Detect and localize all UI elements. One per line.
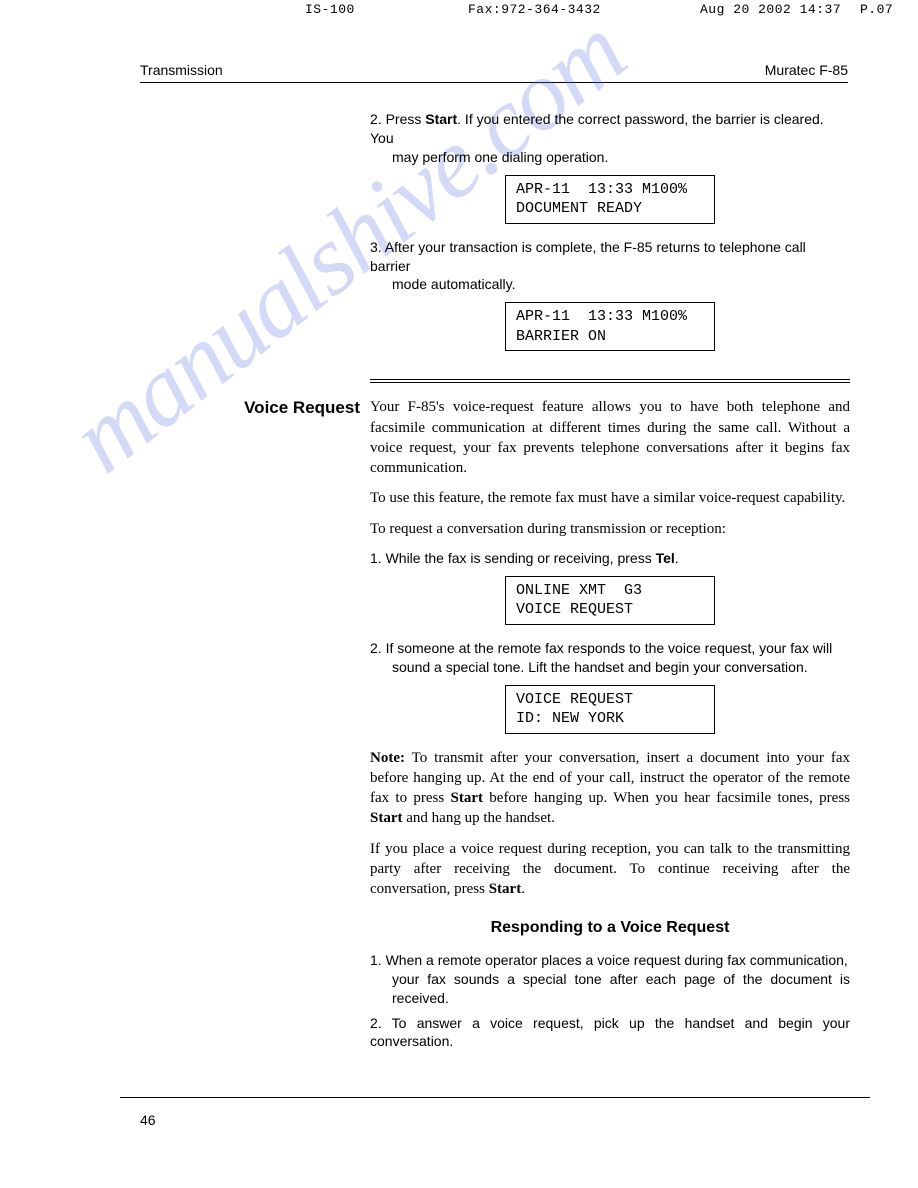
section-divider bbox=[370, 379, 850, 383]
fax-sender: IS-100 bbox=[305, 2, 355, 17]
lcd-box-2: APR-11 13:33 M100% BARRIER ON bbox=[505, 302, 715, 351]
step2-line2: may perform one dialing operation. bbox=[370, 148, 850, 167]
responding-heading: Responding to a Voice Request bbox=[370, 917, 850, 939]
page-number: 46 bbox=[140, 1112, 156, 1128]
lcd4-l2: ID: NEW YORK bbox=[516, 710, 624, 727]
lcd3-l2: VOICE REQUEST bbox=[516, 601, 633, 618]
main-content: 2. Press Start. If you entered the corre… bbox=[370, 110, 850, 1057]
step3-l2: mode automatically. bbox=[370, 275, 850, 294]
resp1-l1: 1. When a remote operator places a voice… bbox=[370, 952, 848, 968]
step3-l1: 3. After your transaction is complete, t… bbox=[370, 239, 806, 274]
voice-step-1: 1. While the fax is sending or receiving… bbox=[370, 549, 850, 568]
header-right: Muratec F-85 bbox=[765, 62, 848, 78]
note-body2: before hanging up. When you hear facsimi… bbox=[483, 790, 850, 806]
vstep1-bold: Tel bbox=[656, 550, 675, 566]
after-post: . bbox=[521, 881, 525, 897]
lcd4-l1: VOICE REQUEST bbox=[516, 691, 633, 708]
vstep1-pre: 1. While the fax is sending or receiving… bbox=[370, 550, 656, 566]
note-start2: Start bbox=[370, 810, 403, 826]
page-header: Transmission Muratec F-85 bbox=[140, 62, 848, 83]
header-left: Transmission bbox=[140, 62, 223, 78]
after-bold: Start bbox=[489, 881, 522, 897]
note-start1: Start bbox=[451, 790, 484, 806]
voice-p2: To use this feature, the remote fax must… bbox=[370, 488, 850, 508]
voice-note: Note: To transmit after your conversatio… bbox=[370, 748, 850, 829]
resp-step-2: 2. To answer a voice request, pick up th… bbox=[370, 1014, 850, 1052]
resp1-l2: your fax sounds a special tone after eac… bbox=[370, 970, 850, 1008]
fax-page: P.07 bbox=[860, 2, 893, 17]
vstep2-l1: 2. If someone at the remote fax responds… bbox=[370, 640, 832, 656]
voice-p3: To request a conversation during transmi… bbox=[370, 519, 850, 539]
vstep1-post: . bbox=[675, 550, 679, 566]
step-2: 2. Press Start. If you entered the corre… bbox=[370, 110, 850, 167]
voice-request-heading: Voice Request bbox=[220, 397, 360, 420]
footer-rule bbox=[120, 1097, 870, 1098]
voice-step-2: 2. If someone at the remote fax responds… bbox=[370, 639, 850, 677]
voice-request-section: Voice Request Your F-85's voice-request … bbox=[370, 397, 850, 1051]
step2-text-pre: 2. Press bbox=[370, 111, 425, 127]
voice-after: If you place a voice request during rece… bbox=[370, 839, 850, 900]
fax-date: Aug 20 2002 14:37 bbox=[700, 2, 841, 17]
note-body3: and hang up the handset. bbox=[403, 810, 555, 826]
lcd1-l1: APR-11 13:33 M100% bbox=[516, 181, 687, 198]
lcd-box-3: ONLINE XMT G3 VOICE REQUEST bbox=[505, 576, 715, 625]
note-bold: Note: bbox=[370, 750, 405, 766]
lcd-box-4: VOICE REQUEST ID: NEW YORK bbox=[505, 685, 715, 734]
lcd2-l2: BARRIER ON bbox=[516, 328, 606, 345]
resp-step-1: 1. When a remote operator places a voice… bbox=[370, 951, 850, 1008]
vstep2-l2: sound a special tone. Lift the handset a… bbox=[370, 658, 850, 677]
voice-intro: Your F-85's voice-request feature allows… bbox=[370, 397, 850, 478]
after-body: If you place a voice request during rece… bbox=[370, 841, 850, 898]
lcd-box-1: APR-11 13:33 M100% DOCUMENT READY bbox=[505, 175, 715, 224]
lcd1-l2: DOCUMENT READY bbox=[516, 200, 642, 217]
step2-bold: Start bbox=[425, 111, 457, 127]
fax-number: Fax:972-364-3432 bbox=[468, 2, 601, 17]
step-3: 3. After your transaction is complete, t… bbox=[370, 238, 850, 295]
lcd3-l1: ONLINE XMT G3 bbox=[516, 582, 642, 599]
lcd2-l1: APR-11 13:33 M100% bbox=[516, 308, 687, 325]
